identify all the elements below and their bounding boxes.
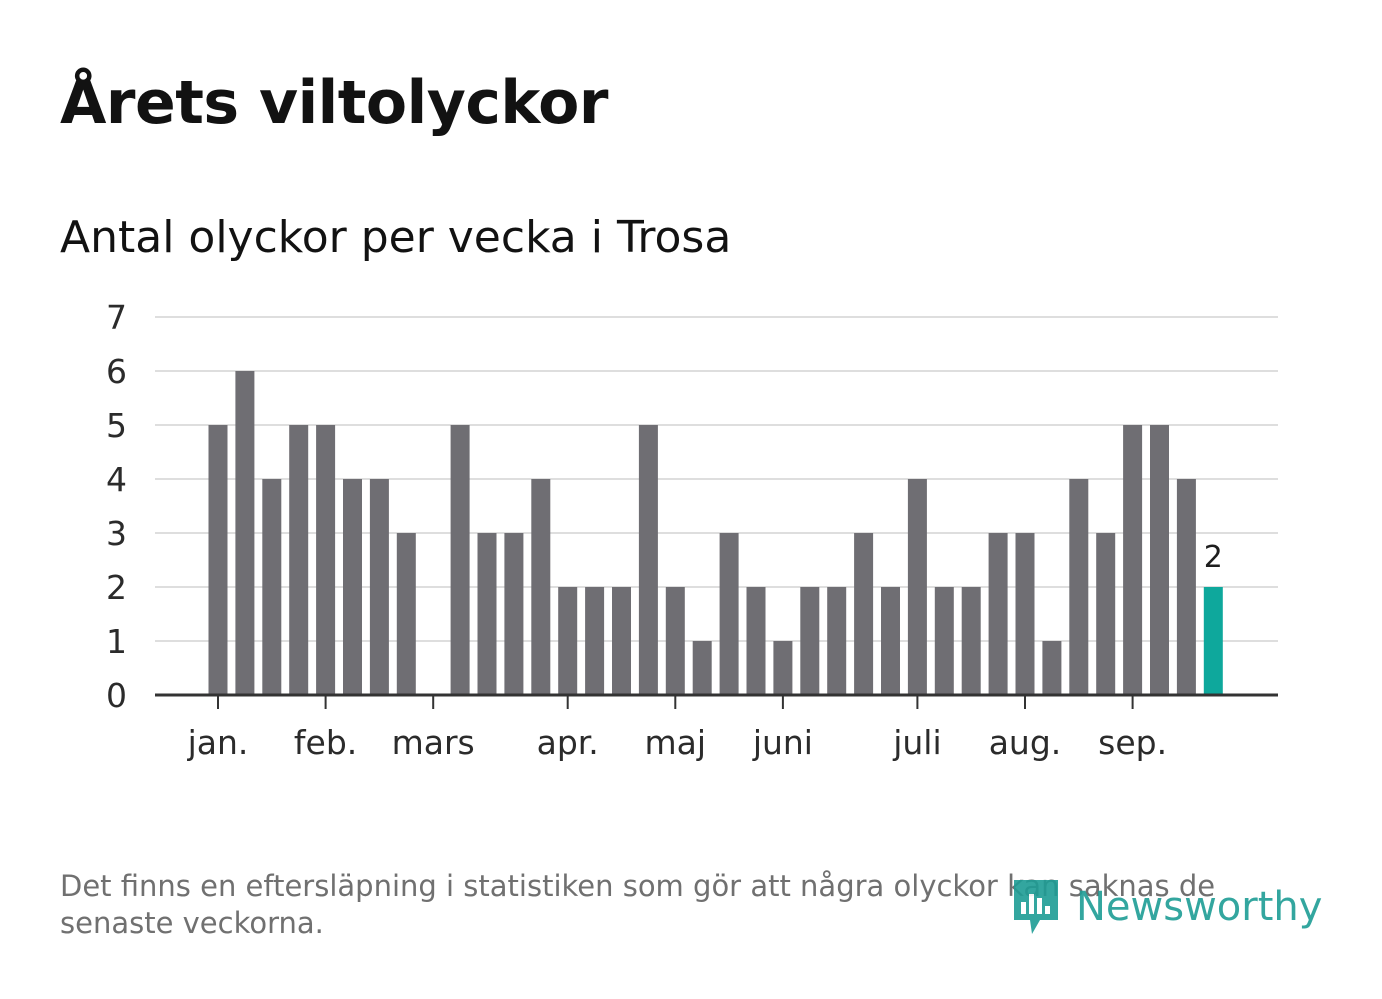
bar <box>665 587 685 695</box>
x-tick-label: mars <box>392 723 475 762</box>
bar <box>504 533 524 695</box>
y-tick-label: 6 <box>106 352 127 391</box>
x-tick-label: apr. <box>537 723 599 762</box>
bar <box>612 587 631 695</box>
bar <box>800 587 820 695</box>
newsworthy-logo-icon <box>1014 880 1058 934</box>
gridlines <box>155 316 1278 642</box>
bar <box>1042 641 1062 695</box>
x-tick-label: juni <box>752 723 813 762</box>
y-tick-label: 3 <box>106 514 127 553</box>
bar <box>934 587 954 695</box>
bar <box>746 587 766 695</box>
bar <box>719 533 739 695</box>
bar <box>585 587 605 695</box>
newsworthy-logo-text: Newsworthy <box>1076 884 1323 930</box>
newsworthy-logo: Newsworthy <box>1010 876 1322 938</box>
bar <box>316 425 336 695</box>
y-tick-label: 5 <box>106 406 127 445</box>
bar <box>289 425 309 695</box>
x-tick-label: jan. <box>187 723 249 762</box>
y-tick-label: 0 <box>106 676 127 715</box>
bar <box>881 587 900 695</box>
x-tick-label: juli <box>892 723 941 762</box>
bar <box>208 425 228 695</box>
y-tick-label: 7 <box>106 298 127 337</box>
bar <box>1015 533 1035 695</box>
bar <box>343 479 362 695</box>
bar <box>1150 425 1169 695</box>
bar <box>988 533 1008 695</box>
bar <box>854 533 874 695</box>
bar <box>1123 425 1143 695</box>
bar <box>396 533 416 695</box>
bar <box>477 533 497 695</box>
bar <box>773 641 793 695</box>
x-axis-ticks: jan. feb. mars apr. maj juni juli aug. sep. <box>187 695 1167 762</box>
bar-highlight <box>1203 587 1223 695</box>
x-tick-label: feb. <box>294 723 357 762</box>
data-labels: 2 <box>1204 540 1223 575</box>
y-tick-label: 2 <box>106 568 127 607</box>
bar <box>235 371 255 695</box>
y-tick-label: 4 <box>106 460 127 499</box>
x-tick-label: aug. <box>989 723 1062 762</box>
chart-subtitle: Antal olyckor per vecka i Trosa <box>60 212 732 263</box>
bar <box>531 479 551 695</box>
chart-title: Årets viltolyckor <box>60 68 609 138</box>
bar <box>1096 533 1116 695</box>
x-tick-label: maj <box>645 723 707 762</box>
bars <box>208 371 1223 695</box>
bar <box>450 425 470 695</box>
bar <box>1069 479 1089 695</box>
bar <box>961 587 981 695</box>
bar <box>1176 479 1196 695</box>
bar <box>638 425 658 695</box>
y-tick-label: 1 <box>106 622 127 661</box>
bar <box>907 479 927 695</box>
bar <box>827 587 847 695</box>
bar <box>692 641 712 695</box>
x-tick-label: sep. <box>1098 723 1167 762</box>
y-axis-ticks: 0 1 2 3 4 5 6 7 <box>106 298 127 715</box>
bar <box>262 479 282 695</box>
data-label: 2 <box>1204 540 1223 575</box>
bar <box>369 479 389 695</box>
bar <box>558 587 578 695</box>
